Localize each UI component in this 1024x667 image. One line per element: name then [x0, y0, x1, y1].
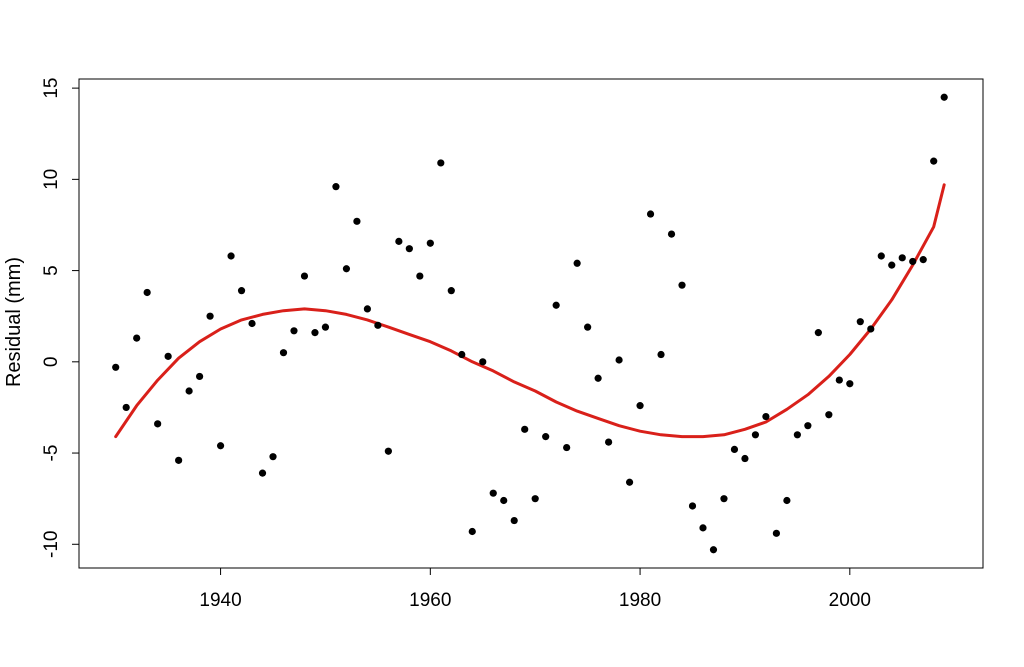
data-point [678, 281, 686, 289]
data-point [175, 456, 183, 464]
data-point [196, 372, 204, 381]
data-point [625, 478, 634, 486]
data-points-layer [112, 93, 948, 554]
data-point [437, 159, 445, 167]
data-point [888, 261, 896, 269]
data-point [447, 287, 455, 295]
data-point [363, 305, 371, 313]
data-point [269, 453, 277, 461]
data-point [164, 352, 172, 360]
data-point [248, 319, 256, 328]
data-point [762, 412, 770, 421]
data-point [584, 323, 592, 331]
data-point [741, 454, 749, 463]
data-point [772, 529, 781, 537]
data-point [793, 431, 801, 439]
data-point [122, 403, 130, 412]
data-point [909, 257, 917, 266]
data-point [279, 349, 288, 357]
data-point [510, 516, 518, 525]
data-point [699, 524, 707, 532]
y-tick-label: 0 [41, 357, 62, 368]
data-point [825, 411, 833, 419]
data-point [416, 272, 424, 280]
data-point [573, 259, 581, 267]
data-point [479, 358, 487, 366]
y-tick-label: -5 [41, 445, 62, 462]
data-point [877, 252, 885, 260]
data-point [458, 350, 466, 359]
plot-area [78, 78, 984, 569]
data-point [342, 265, 351, 273]
data-point [426, 239, 434, 247]
x-tick-label: 2000 [829, 590, 871, 611]
data-point [940, 93, 948, 101]
data-point [636, 402, 644, 410]
data-point [290, 327, 298, 335]
data-point [919, 256, 927, 264]
y-tick-label: 5 [41, 265, 62, 276]
data-point [646, 210, 655, 218]
data-point [835, 376, 843, 384]
data-point [227, 252, 235, 260]
data-point [374, 321, 382, 329]
data-point [667, 230, 676, 238]
y-axis: -10 -5 0 5 10 15 [41, 78, 80, 558]
x-tick-label: 1960 [409, 590, 451, 611]
data-point [846, 380, 854, 388]
data-point [321, 323, 330, 331]
data-point [688, 502, 697, 510]
data-point [405, 245, 413, 253]
y-axis-title: Residual (mm) [3, 257, 25, 387]
data-point [112, 363, 120, 371]
data-point [594, 374, 602, 382]
fit-curve-layer [114, 183, 946, 439]
data-point [384, 447, 392, 455]
data-point [311, 329, 319, 337]
data-point [898, 254, 906, 262]
data-point [395, 237, 403, 245]
data-point [657, 350, 665, 359]
data-point [751, 431, 760, 439]
data-point [867, 325, 875, 333]
data-point [500, 496, 508, 505]
data-point [615, 356, 623, 364]
data-point [489, 489, 497, 497]
data-point [709, 546, 718, 554]
y-tick-label: -10 [41, 531, 62, 558]
x-axis: 1940 1960 1980 2000 [199, 567, 871, 611]
y-tick-label: 10 [41, 169, 62, 190]
data-point [468, 527, 476, 536]
data-point [552, 301, 560, 309]
data-point [542, 433, 550, 441]
data-point [143, 288, 151, 297]
x-tick-label: 1940 [199, 590, 241, 611]
x-tick-label: 1980 [619, 590, 661, 611]
data-point [185, 387, 193, 395]
data-point [237, 287, 246, 295]
data-point [930, 157, 938, 165]
data-point [605, 438, 613, 446]
data-point [258, 469, 267, 477]
plot-frame [78, 78, 984, 569]
data-point [133, 334, 141, 342]
data-point [353, 217, 361, 225]
data-point [720, 495, 728, 503]
data-point [730, 445, 739, 453]
data-point [783, 496, 791, 505]
data-point [216, 442, 225, 450]
data-point [563, 443, 571, 452]
data-point [206, 312, 214, 320]
data-point [332, 183, 340, 191]
y-tick-label: 15 [41, 78, 62, 99]
data-point [814, 329, 822, 337]
data-point [521, 425, 529, 433]
data-point [804, 422, 812, 430]
fit-curve-line [114, 183, 946, 439]
data-point [154, 420, 162, 428]
data-point [300, 272, 309, 280]
data-point [856, 318, 864, 326]
data-point [531, 495, 539, 503]
